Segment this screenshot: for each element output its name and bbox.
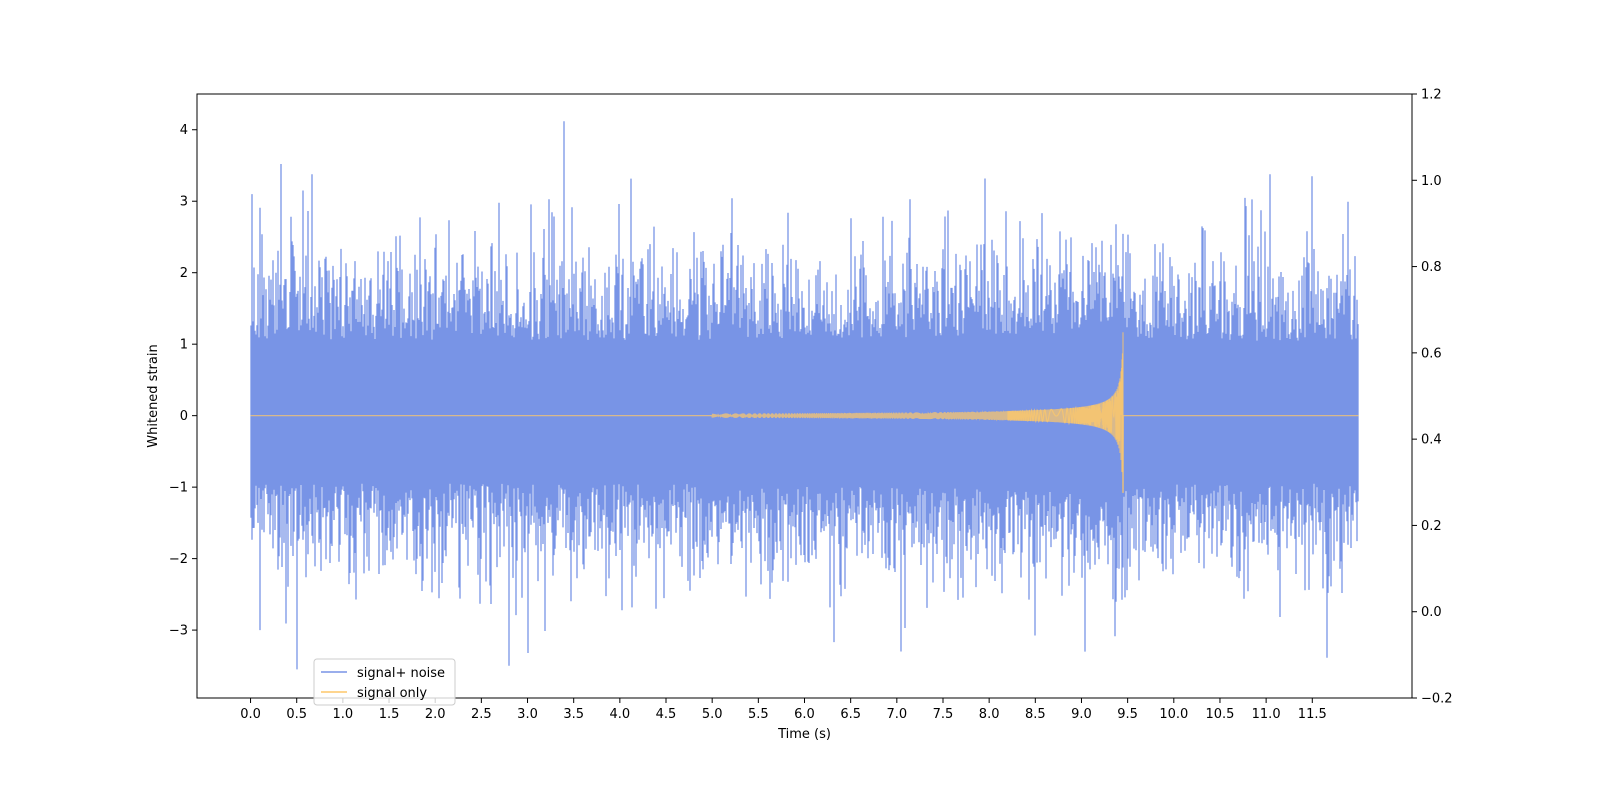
x-axis: 0.0 0.5 1.0 1.5 2.0 2.5 3.0 3.5 4.0 4.5 5.0 5.5 6.0 6… <box>240 698 1327 722</box>
plot-area <box>250 121 1359 670</box>
y-tick-label: 1 <box>180 338 188 353</box>
y2-tick-label: −0.2 <box>1421 692 1453 707</box>
x-tick-label: 4.5 <box>656 707 677 722</box>
x-tick-label: 4.0 <box>610 707 631 722</box>
y-tick-label: 0 <box>180 409 188 424</box>
x-tick-label: 0.0 <box>240 707 261 722</box>
signal-only-series <box>250 332 1359 493</box>
x-tick-label: 5.0 <box>702 707 723 722</box>
y2-tick-label: 0.0 <box>1421 605 1442 620</box>
y-tick-label: 4 <box>180 123 188 138</box>
signal-only-line <box>250 353 1359 493</box>
x-tick-label: 11.5 <box>1298 707 1327 722</box>
legend-label-signal-noise: signal+ noise <box>357 666 445 681</box>
y-tick-label: −2 <box>169 552 188 567</box>
x-tick-label: 9.0 <box>1071 707 1092 722</box>
y2-tick-label: 1.2 <box>1421 88 1442 103</box>
y2-tick-label: 0.6 <box>1421 346 1442 361</box>
x-tick-label: 5.5 <box>748 707 769 722</box>
x-tick-label: 1.5 <box>379 707 400 722</box>
x-tick-label: 7.5 <box>933 707 954 722</box>
legend: signal+ noise signal only <box>313 658 456 706</box>
x-tick-label: 6.5 <box>840 707 861 722</box>
x-tick-label: 10.0 <box>1159 707 1188 722</box>
x-tick-label: 8.5 <box>1025 707 1046 722</box>
y2-tick-label: 0.2 <box>1421 519 1442 534</box>
x-tick-label: 9.5 <box>1117 707 1138 722</box>
legend-box <box>313 658 456 706</box>
y-tick-label: −3 <box>169 624 188 639</box>
y2-tick-label: 0.8 <box>1421 260 1442 275</box>
y-tick-label: 3 <box>180 195 188 210</box>
y2-tick-label: 1.0 <box>1421 174 1442 189</box>
x-tick-label: 3.5 <box>563 707 584 722</box>
x-tick-label: 2.5 <box>471 707 492 722</box>
x-tick-label: 3.0 <box>517 707 538 722</box>
x-tick-label: 1.0 <box>333 707 354 722</box>
y2-tick-label: 0.4 <box>1421 433 1442 448</box>
y-tick-label: 2 <box>180 266 188 281</box>
y-axis-title: Whitened strain <box>146 344 161 447</box>
y-axis-left: −3 −2 −1 0 1 2 3 4 <box>169 123 197 639</box>
y-axis-right: −0.2 0.0 0.2 0.4 0.6 0.8 1.0 1.2 <box>1412 88 1453 707</box>
x-tick-label: 6.0 <box>794 707 815 722</box>
x-tick-label: 0.5 <box>286 707 307 722</box>
x-tick-label: 10.5 <box>1205 707 1234 722</box>
x-tick-label: 11.0 <box>1252 707 1281 722</box>
x-tick-label: 2.0 <box>425 707 446 722</box>
x-tick-label: 8.0 <box>979 707 1000 722</box>
legend-label-signal-only: signal only <box>357 686 427 701</box>
x-axis-title: Time (s) <box>777 727 831 742</box>
x-tick-label: 7.0 <box>886 707 907 722</box>
y-tick-label: −1 <box>169 481 188 496</box>
